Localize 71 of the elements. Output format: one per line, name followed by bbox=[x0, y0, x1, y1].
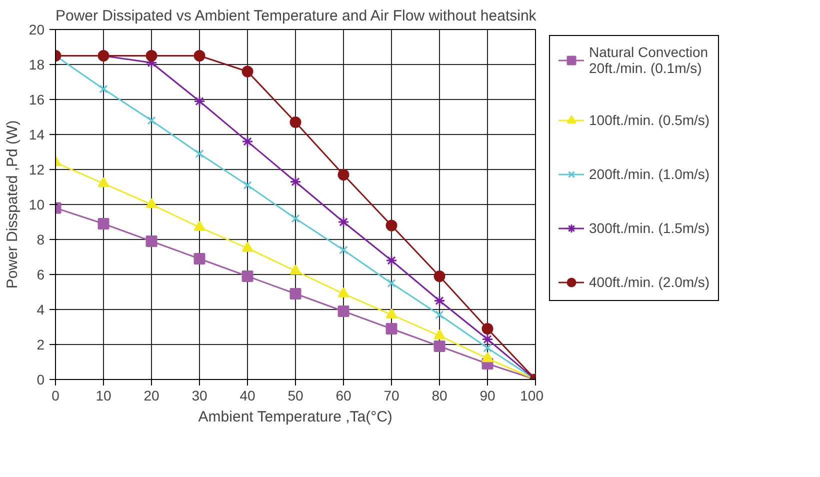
x-tick-label: 10 bbox=[96, 388, 112, 404]
point bbox=[146, 198, 158, 208]
point bbox=[242, 242, 254, 252]
point bbox=[290, 176, 302, 188]
point bbox=[482, 352, 494, 362]
point bbox=[434, 295, 446, 306]
point bbox=[387, 278, 396, 288]
point bbox=[386, 254, 398, 266]
y-tick-label: 6 bbox=[36, 266, 45, 282]
point bbox=[98, 176, 110, 188]
legend-label: 200ft./min. (1.0m/s) bbox=[589, 166, 710, 182]
point bbox=[482, 323, 494, 334]
x-tick-label: 70 bbox=[384, 388, 400, 404]
y-tick-label: 10 bbox=[28, 196, 45, 212]
point bbox=[290, 288, 302, 300]
point bbox=[434, 329, 446, 340]
point bbox=[290, 116, 302, 128]
legend-label: 300ft./min. (1.5m/s) bbox=[589, 220, 710, 236]
legend-label: Natural Convection 20ft./min. (0.1m/s) bbox=[589, 44, 708, 76]
y-axis-title: Power Disspated ,Pd (W) bbox=[4, 120, 21, 289]
point bbox=[338, 169, 350, 180]
point bbox=[386, 220, 398, 232]
point bbox=[290, 264, 302, 275]
point bbox=[338, 216, 350, 228]
point bbox=[195, 149, 204, 158]
point bbox=[483, 344, 492, 352]
legend-label: 400ft./min. (2.0m/s) bbox=[589, 274, 710, 290]
point bbox=[434, 340, 446, 352]
y-tick-label: 0 bbox=[36, 372, 45, 388]
y-tick-label: 4 bbox=[36, 302, 45, 318]
point bbox=[434, 270, 446, 282]
x-tick-label: 0 bbox=[52, 388, 60, 404]
point bbox=[386, 323, 398, 334]
y-tick-label: 18 bbox=[28, 56, 45, 72]
point bbox=[243, 180, 252, 190]
point bbox=[338, 287, 350, 298]
y-tick-label: 16 bbox=[28, 92, 45, 108]
point bbox=[98, 218, 110, 230]
y-tick-label: 2 bbox=[36, 336, 45, 352]
x-tick-label: 90 bbox=[480, 388, 496, 404]
x-tick-label: 50 bbox=[288, 388, 304, 404]
x-tick-label: 30 bbox=[192, 388, 208, 404]
x-tick-label: 80 bbox=[432, 388, 448, 404]
x-tick-label: 40 bbox=[240, 388, 256, 404]
point bbox=[194, 96, 206, 107]
point bbox=[146, 236, 158, 247]
legend-label: 100ft./min. (0.5m/s) bbox=[589, 112, 710, 128]
x-tick-label: 20 bbox=[144, 388, 160, 404]
point bbox=[435, 310, 444, 320]
point bbox=[338, 306, 350, 317]
point bbox=[482, 334, 494, 345]
point bbox=[291, 214, 300, 223]
y-tick-label: 14 bbox=[28, 126, 45, 142]
point bbox=[242, 66, 254, 78]
point bbox=[386, 308, 398, 318]
point bbox=[242, 270, 254, 282]
x-tick-label: 60 bbox=[336, 388, 352, 404]
point bbox=[147, 116, 156, 125]
x-axis-title: Ambient Temperature ,Ta(°C) bbox=[198, 408, 392, 426]
y-tick-label: 12 bbox=[28, 162, 45, 178]
point bbox=[99, 84, 108, 94]
y-tick-label: 20 bbox=[28, 22, 45, 38]
point bbox=[194, 50, 206, 62]
point bbox=[194, 220, 206, 231]
point bbox=[339, 246, 348, 254]
point bbox=[242, 136, 254, 148]
y-tick-label: 8 bbox=[36, 232, 45, 248]
x-tick-label: 100 bbox=[520, 388, 544, 404]
point bbox=[146, 50, 158, 62]
chart-title: Power Dissipated vs Ambient Temperature and Air Flow without heatsink bbox=[56, 8, 537, 24]
point bbox=[194, 253, 206, 264]
